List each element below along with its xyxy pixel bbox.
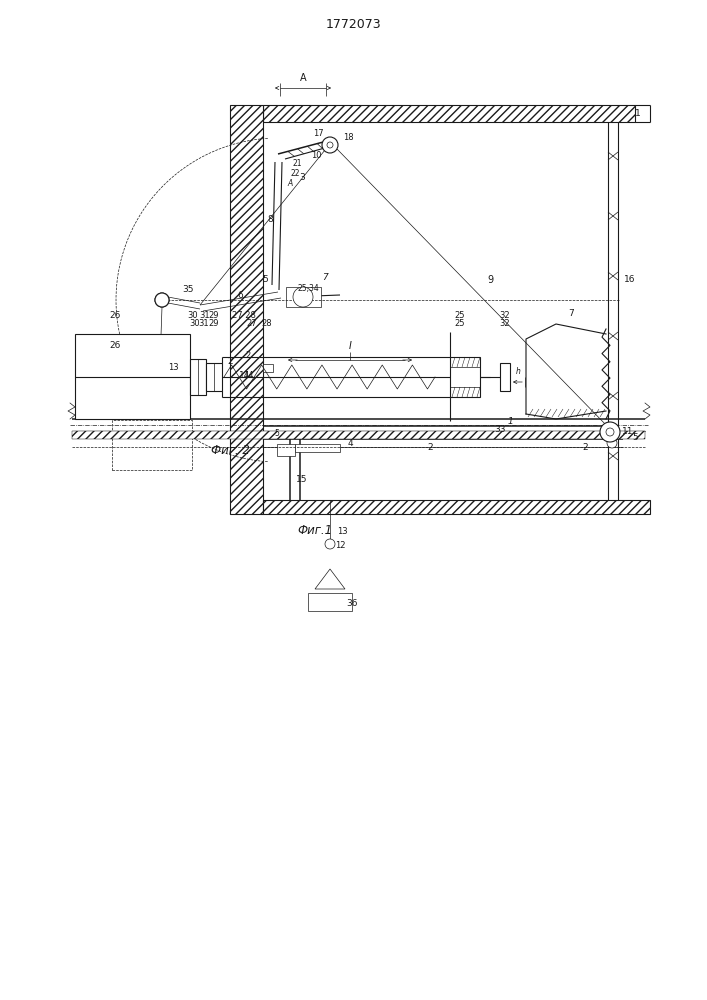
Text: 5: 5	[632, 432, 638, 442]
Text: 25,34: 25,34	[297, 284, 319, 292]
Bar	[230, 105, 263, 514]
Polygon shape	[315, 569, 345, 589]
Text: Фиг. 2: Фиг. 2	[211, 444, 250, 456]
Text: 6: 6	[237, 290, 243, 300]
Text: 11: 11	[622, 428, 633, 436]
Text: 30: 30	[187, 312, 198, 320]
Text: 35: 35	[182, 286, 194, 294]
Text: 27 28: 27 28	[232, 312, 256, 320]
Bar	[286, 287, 321, 307]
Bar	[295, 444, 340, 452]
Text: 5: 5	[274, 430, 279, 438]
Circle shape	[327, 142, 333, 148]
Text: 2: 2	[582, 444, 588, 452]
Text: A: A	[300, 73, 306, 83]
Text: 17: 17	[312, 129, 323, 138]
Text: 36: 36	[346, 598, 358, 607]
Text: 25: 25	[455, 320, 465, 328]
Circle shape	[293, 287, 313, 307]
Text: 7: 7	[322, 272, 328, 282]
Bar	[263, 105, 635, 122]
Text: 18: 18	[343, 133, 354, 142]
Text: 29: 29	[209, 320, 219, 328]
Text: 13: 13	[337, 528, 347, 536]
Text: 2: 2	[245, 351, 250, 360]
Text: 13: 13	[168, 362, 178, 371]
Text: 25: 25	[455, 312, 465, 320]
Text: 21: 21	[292, 159, 302, 168]
Text: 9: 9	[487, 275, 493, 285]
Text: 2: 2	[427, 444, 433, 452]
Bar	[75, 334, 190, 419]
Text: 4: 4	[347, 438, 353, 448]
Circle shape	[155, 293, 169, 307]
Text: 33: 33	[494, 424, 506, 434]
Text: 28: 28	[262, 320, 272, 328]
Circle shape	[155, 293, 169, 307]
Bar	[450, 357, 480, 397]
Text: 15: 15	[296, 476, 308, 485]
Text: 14: 14	[243, 370, 253, 379]
Text: 26: 26	[110, 312, 121, 320]
Text: 31: 31	[199, 312, 210, 320]
Text: 31: 31	[199, 320, 209, 328]
Text: 5: 5	[262, 275, 268, 284]
Text: 10: 10	[311, 150, 321, 159]
Text: 16: 16	[624, 275, 636, 284]
Text: h: h	[515, 367, 520, 376]
Text: 14: 14	[239, 371, 251, 380]
Bar	[308, 593, 352, 611]
Text: 1: 1	[507, 418, 513, 426]
Text: 32: 32	[500, 312, 510, 320]
Bar	[263, 364, 273, 372]
Bar	[500, 363, 510, 391]
Bar	[206, 363, 222, 391]
Text: 7: 7	[568, 310, 574, 318]
Text: 30: 30	[189, 320, 200, 328]
Bar	[112, 420, 192, 470]
Text: 8: 8	[267, 216, 273, 225]
Circle shape	[607, 438, 617, 448]
Circle shape	[600, 422, 620, 442]
Circle shape	[159, 297, 165, 303]
Circle shape	[325, 539, 335, 549]
Text: 1772073: 1772073	[325, 18, 381, 31]
Circle shape	[606, 428, 614, 436]
Text: 3: 3	[299, 174, 305, 182]
Text: 2: 2	[227, 358, 233, 366]
Circle shape	[322, 137, 338, 153]
Text: 32: 32	[500, 320, 510, 328]
Text: 12: 12	[334, 542, 345, 550]
Text: 26: 26	[110, 342, 121, 351]
Text: Фиг.1: Фиг.1	[298, 524, 332, 536]
Text: 29: 29	[209, 312, 219, 320]
Bar	[263, 500, 650, 514]
Bar	[277, 444, 295, 456]
Text: 1: 1	[635, 108, 641, 117]
Text: I: I	[349, 341, 351, 351]
Text: 22: 22	[291, 169, 300, 178]
Text: 27: 27	[247, 320, 257, 328]
Text: A: A	[287, 178, 293, 188]
Bar	[190, 359, 206, 395]
Bar	[72, 431, 645, 439]
